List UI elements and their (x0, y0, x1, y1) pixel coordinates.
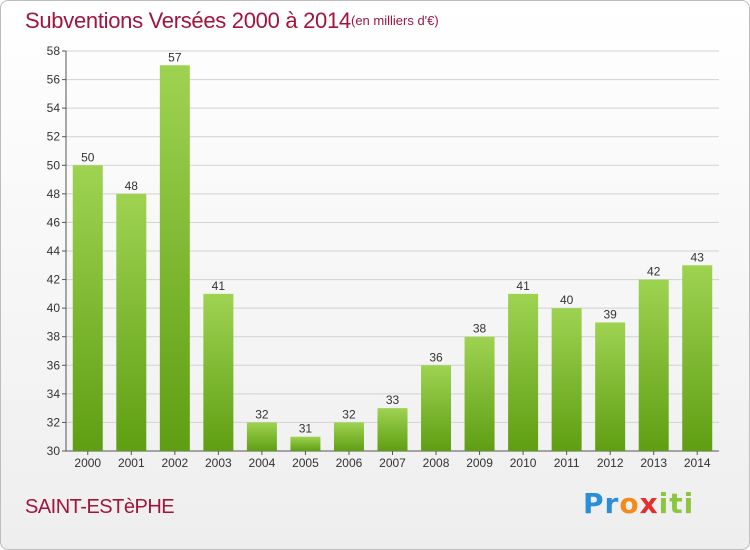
data-label-2002: 57 (168, 50, 182, 64)
bar-2011 (551, 308, 582, 451)
y-tick-label: 40 (47, 301, 61, 315)
bar-2014 (682, 265, 713, 451)
chart-title: Subventions Versées 2000 à 2014 (25, 8, 351, 33)
data-label-2006: 32 (342, 407, 356, 421)
bar-2004 (246, 422, 277, 451)
bar-2002 (159, 65, 190, 452)
data-labels: 50 48 57 41 32 31 32 33 36 38 41 40 39 42 43 (81, 50, 704, 435)
x-tick-label-2011: 2011 (554, 456, 580, 470)
bar-2003 (203, 293, 234, 451)
bar-2010 (508, 293, 539, 451)
chart-subtitle: (en milliers d'€) (351, 13, 439, 28)
data-label-2007: 33 (386, 393, 400, 407)
y-tick-label: 42 (47, 273, 61, 287)
bar-2005 (290, 436, 321, 451)
x-tick-label-2012: 2012 (597, 456, 624, 470)
x-tick-label-2008: 2008 (423, 456, 450, 470)
y-tick-label: 30 (47, 444, 61, 458)
bar-2006 (333, 422, 364, 451)
x-tick-label-2013: 2013 (640, 456, 667, 470)
x-tick-label-2010: 2010 (510, 456, 537, 470)
y-tick-label: 56 (47, 73, 61, 87)
x-tick-label-2002: 2002 (161, 456, 188, 470)
y-tick-label: 32 (47, 415, 61, 429)
x-tick-label-2004: 2004 (249, 456, 276, 470)
x-tick-label-2006: 2006 (336, 456, 363, 470)
proxiti-logo[interactable]: Proxiti (583, 487, 695, 520)
x-tick-label-2000: 2000 (74, 456, 101, 470)
data-label-2012: 39 (603, 307, 617, 321)
y-tick-label: 44 (47, 244, 61, 258)
commune-name: SAINT-ESTèPHE (25, 496, 175, 518)
bar-2007 (377, 408, 408, 451)
bar-2000 (72, 165, 103, 452)
data-label-2014: 43 (691, 250, 705, 264)
data-label-2008: 36 (429, 350, 443, 364)
bar-2009 (464, 336, 495, 451)
y-tick-label: 36 (47, 358, 61, 372)
y-tick-label: 38 (47, 330, 61, 344)
x-tick-label-2014: 2014 (684, 456, 711, 470)
bars (72, 65, 713, 452)
data-label-2009: 38 (473, 322, 487, 336)
data-label-2001: 48 (125, 179, 139, 193)
y-tick-label: 46 (47, 215, 61, 229)
y-tick-label: 54 (47, 101, 61, 115)
bar-2012 (595, 322, 626, 451)
data-label-2011: 40 (560, 293, 574, 307)
y-tick-label: 58 (47, 44, 61, 58)
x-tick-label-2001: 2001 (118, 456, 145, 470)
bar-2001 (116, 193, 147, 451)
y-tick-label: 50 (47, 158, 61, 172)
bar-2013 (638, 279, 669, 451)
x-tick-label-2003: 2003 (205, 456, 232, 470)
data-label-2003: 41 (212, 279, 226, 293)
data-label-2000: 50 (81, 150, 95, 164)
x-tick-label-2009: 2009 (466, 456, 493, 470)
data-label-2004: 32 (255, 407, 269, 421)
y-tick-label: 48 (47, 187, 61, 201)
data-label-2010: 41 (516, 279, 530, 293)
data-label-2005: 31 (299, 422, 313, 436)
bar-2008 (421, 365, 452, 451)
y-tick-label: 52 (47, 130, 61, 144)
x-tick-label-2007: 2007 (379, 456, 406, 470)
data-label-2013: 42 (647, 265, 661, 279)
y-tick-label: 34 (47, 387, 61, 401)
x-tick-label-2005: 2005 (292, 456, 319, 470)
